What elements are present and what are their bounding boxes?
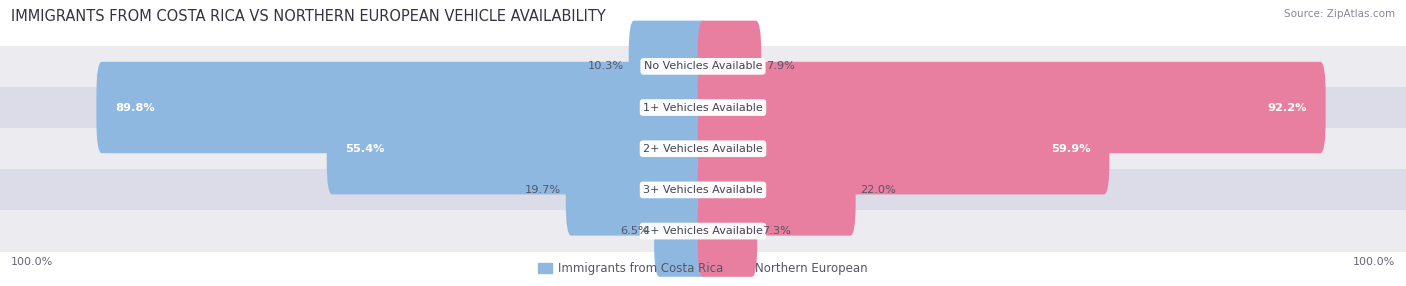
Text: 89.8%: 89.8% [115,103,155,112]
Text: 100.0%: 100.0% [1353,257,1395,267]
Text: No Vehicles Available: No Vehicles Available [644,61,762,71]
FancyBboxPatch shape [654,185,709,277]
FancyBboxPatch shape [0,46,1406,87]
FancyBboxPatch shape [697,21,761,112]
Text: 19.7%: 19.7% [524,185,561,195]
Text: 1+ Vehicles Available: 1+ Vehicles Available [643,103,763,112]
Text: 10.3%: 10.3% [588,61,624,71]
FancyBboxPatch shape [565,144,709,236]
FancyBboxPatch shape [0,128,1406,169]
FancyBboxPatch shape [0,87,1406,128]
FancyBboxPatch shape [0,210,1406,252]
Text: 4+ Vehicles Available: 4+ Vehicles Available [643,226,763,236]
Text: Source: ZipAtlas.com: Source: ZipAtlas.com [1284,9,1395,19]
FancyBboxPatch shape [697,144,856,236]
FancyBboxPatch shape [97,62,709,153]
FancyBboxPatch shape [0,169,1406,210]
FancyBboxPatch shape [697,62,1326,153]
Text: 7.9%: 7.9% [766,61,794,71]
Legend: Immigrants from Costa Rica, Northern European: Immigrants from Costa Rica, Northern Eur… [533,258,873,280]
Text: 22.0%: 22.0% [860,185,896,195]
Text: 2+ Vehicles Available: 2+ Vehicles Available [643,144,763,154]
Text: 7.3%: 7.3% [762,226,790,236]
FancyBboxPatch shape [628,21,709,112]
Text: 59.9%: 59.9% [1052,144,1091,154]
Text: 55.4%: 55.4% [346,144,385,154]
FancyBboxPatch shape [326,103,709,194]
FancyBboxPatch shape [697,185,758,277]
Text: 3+ Vehicles Available: 3+ Vehicles Available [643,185,763,195]
Text: IMMIGRANTS FROM COSTA RICA VS NORTHERN EUROPEAN VEHICLE AVAILABILITY: IMMIGRANTS FROM COSTA RICA VS NORTHERN E… [11,9,606,23]
FancyBboxPatch shape [697,103,1109,194]
Text: 6.5%: 6.5% [620,226,650,236]
Text: 92.2%: 92.2% [1267,103,1308,112]
Text: 100.0%: 100.0% [11,257,53,267]
